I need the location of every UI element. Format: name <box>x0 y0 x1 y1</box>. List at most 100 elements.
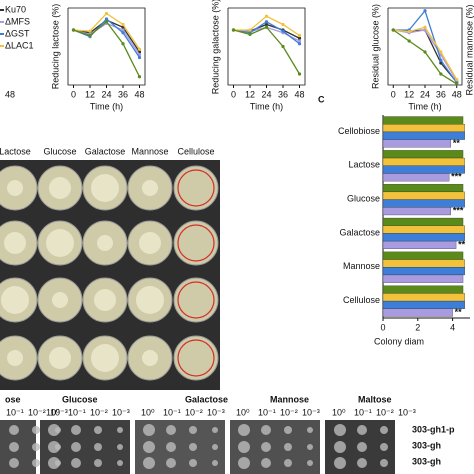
bar <box>382 157 465 166</box>
category-label: Glucose <box>347 193 380 203</box>
plate <box>173 277 219 323</box>
point <box>455 82 459 86</box>
spot <box>380 443 388 451</box>
x-tick-label: 48 <box>134 89 144 99</box>
spot <box>357 442 367 452</box>
colony <box>91 174 119 202</box>
plate-ring <box>177 339 215 377</box>
spot <box>261 442 271 452</box>
spot <box>71 425 81 435</box>
spot <box>166 425 176 435</box>
x-tick-label: 24 <box>261 89 271 99</box>
axis <box>67 7 146 86</box>
spot <box>9 425 19 435</box>
spot <box>189 459 197 467</box>
dilution-label: 10⁻¹ <box>354 407 372 417</box>
x-tick-label: 12 <box>404 89 414 99</box>
point <box>281 44 285 49</box>
legend-label: ΔGST <box>5 28 30 38</box>
spot <box>357 458 367 468</box>
dilution-label: 10⁻³ <box>207 407 225 417</box>
point <box>104 20 109 24</box>
spot <box>238 424 250 436</box>
point <box>264 20 269 24</box>
colony <box>7 180 23 196</box>
spot <box>334 424 346 436</box>
dilution-label: 10⁻² <box>376 407 394 417</box>
spot <box>48 457 60 469</box>
axis <box>227 7 306 86</box>
point <box>121 28 125 32</box>
colony <box>52 292 68 308</box>
category-label: Cellulose <box>343 295 380 305</box>
legend-label: ΔMFS <box>5 16 30 26</box>
colony <box>97 235 113 251</box>
x-tick-label: 36 <box>278 89 288 99</box>
point <box>439 72 443 76</box>
x-tick-label: 0 <box>391 89 396 99</box>
spot <box>166 442 176 452</box>
dilution-label: 10⁻³ <box>50 407 68 417</box>
y-axis-label: Residual mannose (%) <box>464 4 474 95</box>
point <box>88 33 92 38</box>
point <box>121 31 125 35</box>
medium-label: Galactose <box>185 394 228 404</box>
spot <box>32 459 40 467</box>
x-tick-label: 36 <box>118 89 128 99</box>
colony <box>139 232 161 254</box>
point <box>137 47 142 51</box>
point <box>264 14 269 18</box>
spot <box>212 444 218 450</box>
point <box>121 22 125 27</box>
column-header: Cellulose <box>177 146 214 156</box>
colony <box>49 177 71 199</box>
spot <box>284 459 292 467</box>
bar <box>382 116 464 125</box>
spot <box>189 426 197 434</box>
plate-ring <box>177 224 215 262</box>
line <box>392 29 458 85</box>
spot <box>143 441 155 453</box>
spot <box>94 443 102 451</box>
spot <box>284 426 292 434</box>
colony <box>142 180 158 196</box>
point <box>297 33 302 38</box>
dilution-label: 10⁰ <box>236 407 250 417</box>
x-tick-label: 2 <box>415 322 420 332</box>
x-tick-label: 24 <box>420 89 430 99</box>
spot <box>261 458 271 468</box>
spot <box>71 442 81 452</box>
point <box>391 28 395 32</box>
point <box>121 42 125 46</box>
dilution-label: 10⁰ <box>46 407 60 417</box>
axis <box>387 7 463 86</box>
bar <box>382 173 450 182</box>
dilution-label: 10⁻² <box>280 407 298 417</box>
spot <box>261 425 271 435</box>
strain-label: 303-gh1-p <box>412 424 455 434</box>
spot <box>212 427 218 433</box>
spot <box>334 457 346 469</box>
point <box>455 77 459 82</box>
bar <box>382 207 452 216</box>
bar <box>382 274 464 283</box>
bar <box>382 225 465 234</box>
dilution-label: 10⁻² <box>28 407 46 417</box>
bar <box>382 240 457 249</box>
x-tick-label: 24 <box>101 89 111 99</box>
x-axis-label: Time (h) <box>408 101 441 111</box>
colony <box>4 232 26 254</box>
x-tick-label: 48 <box>452 89 462 99</box>
x-tick-label: 12 <box>245 89 255 99</box>
dilution-label: 10⁰ <box>141 407 155 417</box>
x-tick-label: 0 <box>380 322 385 332</box>
bar <box>382 233 465 242</box>
point <box>264 22 269 27</box>
bar <box>382 184 464 193</box>
point <box>297 72 302 76</box>
point <box>137 75 142 79</box>
medium-label: ose <box>5 394 21 404</box>
x-tick-label: 4 <box>450 322 455 332</box>
legend-label: Ku70 <box>5 4 26 14</box>
